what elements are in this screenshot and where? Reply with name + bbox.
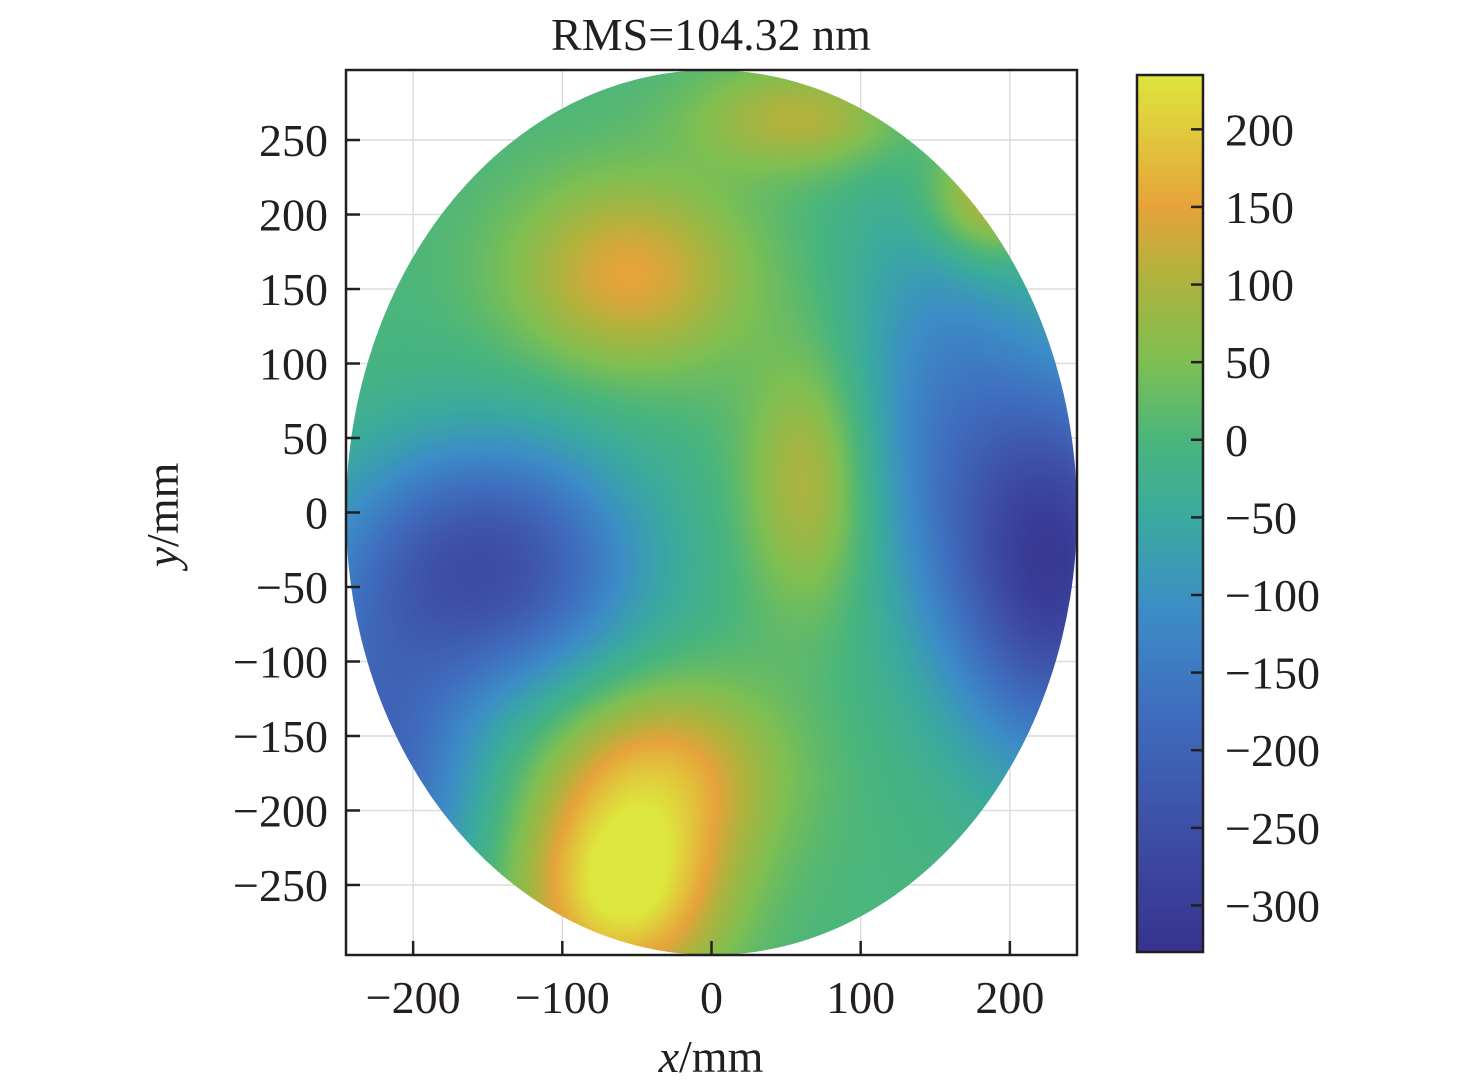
y-tick-label: −250 [233,860,328,911]
colorbar-tick-label: 0 [1225,415,1248,466]
colorbar-tick-label: −300 [1225,880,1320,931]
colorbar-tick-label: 50 [1225,337,1271,388]
y-tick-label: 200 [259,190,328,241]
colorbar-tick-label: −150 [1225,648,1320,699]
colorbar-tick-label: 100 [1225,260,1294,311]
colorbar-tick-label: −100 [1225,570,1320,621]
y-tick-label: −100 [233,636,328,687]
y-axis-ticks: 250 200 150 100 50 0 −50 −100 −150 −200 −250 [233,115,360,911]
y-tick-label: 50 [282,413,328,464]
y-axis-variable: y [137,546,188,571]
colorbar-tick-label: −50 [1225,492,1297,543]
chart-title: RMS=104.32 nm [551,9,871,60]
y-tick-label: 250 [259,115,328,166]
x-axis-variable: x [658,1031,680,1081]
colorbar-tick-label: 200 [1225,104,1294,155]
surface-map [346,70,1077,955]
colorbar-tick-label: −200 [1225,725,1320,776]
y-tick-label: −200 [233,785,328,836]
colorbar: 200 150 100 50 0 −50 −100 −150 −200 −250 −300 [1135,73,1320,954]
y-tick-label: −50 [256,562,328,613]
colorbar-ticks: 200 150 100 50 0 −50 −100 −150 −200 −250 −300 [1191,104,1320,931]
colorbar-tick-label: 150 [1225,182,1294,233]
x-tick-label: 100 [826,972,895,1023]
x-axis-unit: /mm [679,1031,764,1081]
x-tick-label: 200 [975,972,1044,1023]
plot-area: −200 −100 0 100 200 250 200 150 100 50 0 −50 −100 −1… [233,68,1079,1023]
x-tick-label: 0 [700,972,723,1023]
y-axis-label: y/mm [137,462,188,571]
x-axis-ticks: −200 −100 0 100 200 [366,941,1044,1023]
colorbar-tick-label: −250 [1225,803,1320,854]
y-axis-unit: /mm [137,462,188,547]
x-tick-label: −200 [366,972,461,1023]
y-tick-label: −150 [233,711,328,762]
colorbar-gradient [1135,73,1205,954]
x-tick-label: −100 [515,972,610,1023]
y-tick-label: 150 [259,264,328,315]
x-axis-label: x/mm [658,1031,764,1081]
y-tick-label: 100 [259,339,328,390]
y-tick-label: 0 [305,488,328,539]
